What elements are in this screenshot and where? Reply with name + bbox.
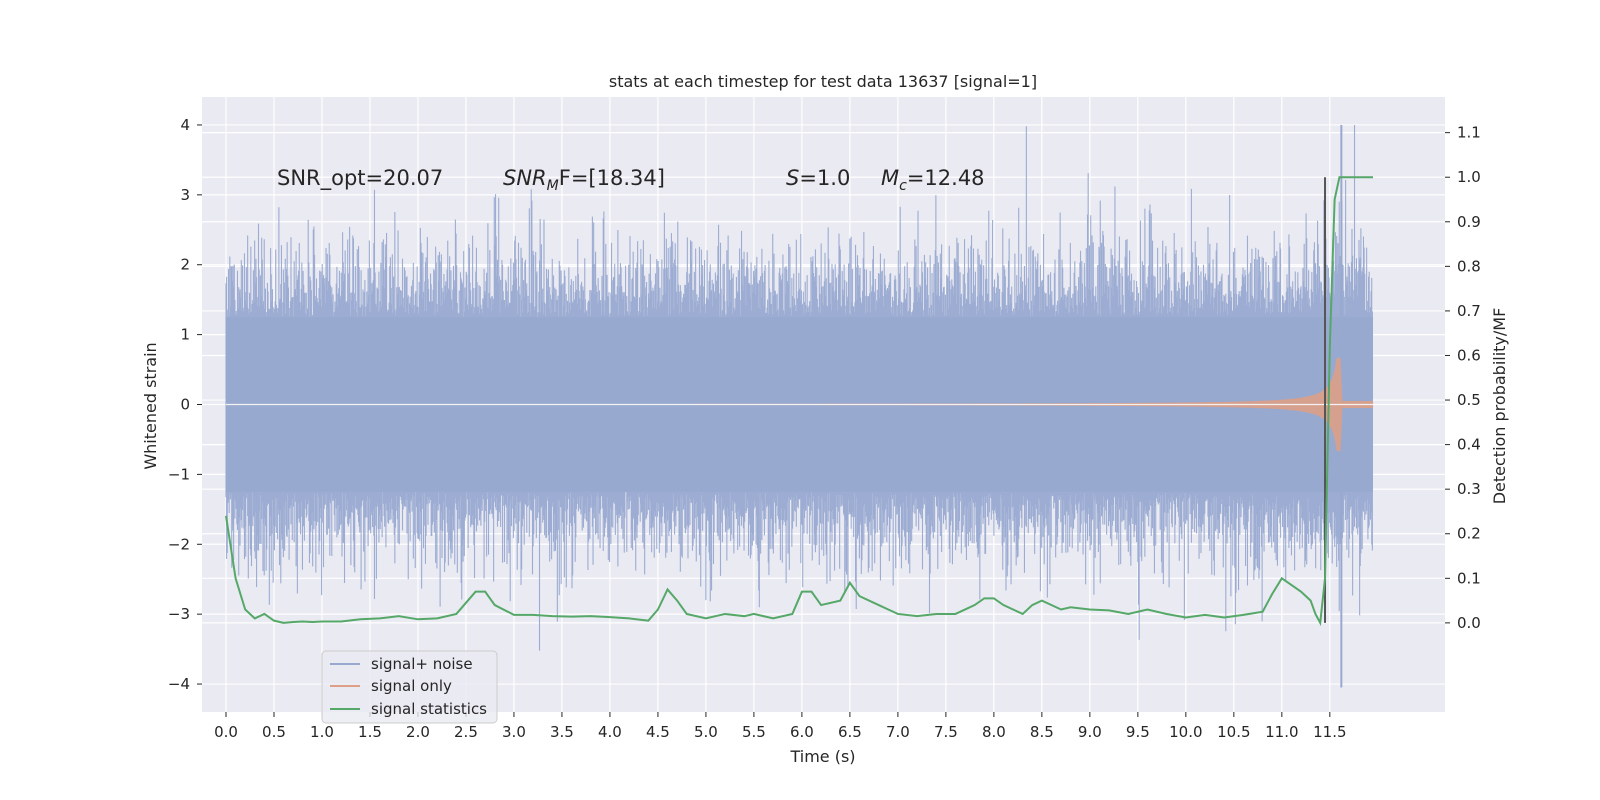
y2-tick-label: 1.0	[1457, 168, 1481, 186]
annotation-mc-sub: c	[899, 178, 907, 194]
y2-tick-label: 0.4	[1457, 436, 1481, 454]
y-tick-label: 2	[180, 256, 190, 274]
x-tick-label: 8.5	[1030, 723, 1054, 741]
y2-tick-label: 0.1	[1457, 569, 1481, 587]
y2-tick-label: 0.7	[1457, 302, 1481, 320]
y2-tick-label: 0.0	[1457, 614, 1481, 632]
y-axis-title: Whitened strain	[141, 342, 160, 469]
y2-tick-label: 0.6	[1457, 346, 1481, 364]
x-tick-label: 5.5	[742, 723, 766, 741]
x-axis-title: Time (s)	[789, 747, 855, 766]
annotation-mc-symbol: M	[881, 166, 899, 190]
annotation-snr-mf: SNRMF=[18.34]	[503, 166, 665, 194]
annotation-mc: Mc=12.48	[881, 166, 985, 194]
legend-label-signal-noise: signal+ noise	[371, 655, 473, 673]
annotations: SNR_opt=20.07 SNRMF=[18.34] S=1.0 Mc=12.…	[277, 166, 985, 194]
y-tick-label: 0	[180, 396, 190, 414]
x-tick-label: 9.5	[1126, 723, 1150, 741]
y-tick-label: 3	[180, 186, 190, 204]
y2-tick-label: 0.3	[1457, 480, 1481, 498]
annotation-snr-opt: SNR_opt=20.07	[277, 166, 443, 191]
y2-tick-label: 1.1	[1457, 124, 1481, 142]
x-tick-label: 2.0	[406, 723, 430, 741]
legend-label-signal-only: signal only	[371, 677, 452, 695]
x-tick-label: 7.5	[934, 723, 958, 741]
annotation-s: S=1.0	[786, 166, 850, 190]
annotation-snr-mf-symbol: SNR	[503, 166, 547, 190]
y-tick-label: −1	[168, 465, 190, 483]
y-tick-label: 1	[180, 326, 190, 344]
x-tick-label: 0.0	[214, 723, 238, 741]
x-axis-ticks: 0.0 0.5 1.0 1.5 2.0 2.5 3.0 3.5 4.0 4.5 5.0 5.5 6.0 6…	[214, 712, 1347, 741]
x-tick-label: 3.0	[502, 723, 526, 741]
x-tick-label: 10.5	[1217, 723, 1250, 741]
x-tick-label: 1.5	[358, 723, 382, 741]
annotation-s-symbol: S	[786, 166, 799, 190]
x-tick-label: 9.0	[1078, 723, 1102, 741]
x-tick-label: 3.5	[550, 723, 574, 741]
y2-axis-ticks: 1.1 1.0 0.9 0.8 0.7 0.6 0.5 0.4 0.3 0.2 0.1 0.0	[1445, 124, 1481, 632]
annotation-snr-mf-sub: M	[547, 178, 559, 194]
chart-title: stats at each timestep for test data 136…	[609, 72, 1037, 91]
signal-statistics-series	[225, 176, 1374, 627]
legend-box	[321, 650, 498, 724]
x-tick-label: 4.5	[646, 723, 670, 741]
annotation-snr-mf-value: F=[18.34]	[559, 166, 665, 190]
x-tick-label: 7.0	[886, 723, 910, 741]
x-tick-label: 4.0	[598, 723, 622, 741]
y2-tick-label: 0.5	[1457, 391, 1481, 409]
y2-tick-label: 0.9	[1457, 213, 1481, 231]
legend: signal+ noise signal only signal statist…	[321, 650, 498, 724]
x-tick-label: 5.0	[694, 723, 718, 741]
x-tick-label: 11.5	[1313, 723, 1346, 741]
x-tick-label: 8.0	[982, 723, 1006, 741]
y-axis-ticks: 4 3 2 1 0 −1 −2 −3 −4	[168, 116, 202, 693]
x-tick-label: 10.0	[1169, 723, 1202, 741]
x-tick-label: 6.0	[790, 723, 814, 741]
y2-axis-title: Detection probability/MF	[1490, 308, 1509, 505]
y-tick-label: 4	[180, 116, 190, 134]
y2-tick-label: 0.2	[1457, 525, 1481, 543]
annotation-s-value: =1.0	[799, 166, 850, 190]
x-tick-label: 11.0	[1265, 723, 1298, 741]
x-tick-label: 6.5	[838, 723, 862, 741]
y-tick-label: −4	[168, 675, 190, 693]
y-tick-label: −3	[168, 605, 190, 623]
x-tick-label: 2.5	[454, 723, 478, 741]
annotation-mc-value: =12.48	[907, 166, 985, 190]
x-tick-label: 1.0	[310, 723, 334, 741]
y-tick-label: −2	[168, 535, 190, 553]
x-tick-label: 0.5	[262, 723, 286, 741]
signal-statistics-line	[225, 176, 1374, 627]
y2-tick-label: 0.8	[1457, 257, 1481, 275]
legend-label-signal-statistics: signal statistics	[371, 700, 487, 718]
